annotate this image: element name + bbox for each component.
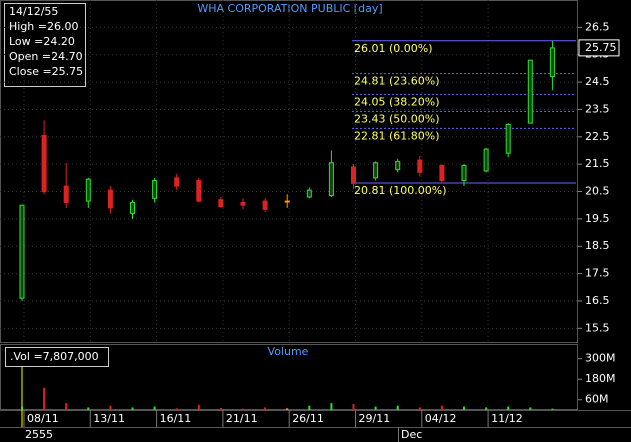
volume-bar [219,407,222,410]
candle-body [505,123,511,154]
candle-body [130,201,135,214]
volume-bar [396,405,399,410]
y-tick-label: 60M [585,393,609,406]
volume-title: Volume [268,345,309,358]
last-price-label: 25.75 [585,41,617,54]
chart-title: WHA CORPORATION PUBLIC [day] [197,2,382,15]
fib-label: 24.05 (38.20%) [354,95,440,108]
volume-bar [131,407,134,410]
x-tick-label: 26/11 [292,412,324,425]
x-tick-label: 16/11 [160,412,192,425]
y-tick-label: 18.5 [585,239,610,252]
y-tick-label: 16.5 [585,294,610,307]
price-panel [0,0,578,343]
x-tick-label: 29/11 [359,412,391,425]
candle-body [417,159,423,173]
volume-bar [87,407,90,410]
y-tick-label: 24.5 [585,75,610,88]
x-tick-label: 13/11 [93,412,125,425]
y-tick-label: 15.5 [585,321,610,334]
fib-label: 20.81 (100.00%) [354,184,447,197]
volume-bar [418,407,421,410]
info-text: Close =25.75 [9,65,83,78]
fib-label: 26.01 (0.00%) [354,42,433,55]
candle-body [240,201,246,206]
candle-body [461,165,467,182]
candle-body [262,200,268,210]
volume-bar [507,406,510,410]
volume-bar [352,404,355,410]
volume-bar [286,408,289,410]
candle-body [373,162,379,179]
candle-body [107,189,113,209]
fib-label: 23.43 (50.00%) [354,112,440,125]
y-tick-label: 20.5 [585,185,610,198]
x-tick-label: 21/11 [226,412,258,425]
volume-bar [43,387,46,410]
volume-panel [0,344,578,410]
x-tick-label: 04/12 [425,412,457,425]
volume-bar [330,403,333,410]
candle-body [439,165,445,182]
candle-body [284,200,290,203]
volume-bar [264,407,267,410]
fib-label: 24.81 (23.60%) [354,75,440,88]
y-tick-label: 300M [585,352,616,365]
x-tick-label: 08/11 [27,412,59,425]
candle-body [152,180,158,199]
candle-body [85,178,91,202]
volume-bar [109,405,112,410]
y-tick-label: 23.5 [585,102,610,115]
year-label: 2555 [25,428,53,441]
last-price-box [578,39,620,57]
volume-bar [175,408,178,410]
y-tick-label: 180M [585,372,616,385]
volume-bar [197,404,200,410]
y-tick-label: 17.5 [585,267,610,280]
candle-body [19,204,25,299]
volume-bar [242,408,244,410]
volume-bar [551,408,554,410]
info-text: Low =24.20 [9,35,75,48]
volume-label: .Vol =7,807,000 [10,350,99,363]
y-tick-label: 22.5 [585,130,610,143]
info-box [4,3,86,87]
candle-body [63,185,69,203]
info-text: High =26.00 [9,20,79,33]
month-label: Dec [401,428,422,441]
candle-body [218,199,224,208]
candle-body [351,166,356,184]
volume-bar [463,406,465,410]
candle-body [395,160,401,171]
y-tick-label: 26.5 [585,20,610,33]
x-tick-label: 11/12 [491,412,523,425]
volume-bar [440,405,443,410]
volume-bar [21,406,23,410]
volume-box [5,347,109,367]
candle-body [174,177,180,187]
candle-body [527,59,533,124]
volume-bar [65,403,68,410]
candle-body [196,180,202,202]
candle-body [306,189,312,198]
candle-body [483,148,489,172]
volume-bar [374,406,377,410]
volume-bar [153,406,156,410]
fib-label: 22.81 (61.80%) [354,129,440,142]
candle-body [41,134,47,193]
info-text: Open =24.70 [9,50,83,63]
y-tick-label: 19.5 [585,212,610,225]
volume-bar [308,405,311,410]
y-tick-label: 21.5 [585,157,610,170]
volume-bar [485,407,488,410]
volume-bar [529,407,532,410]
candle-body [328,162,334,197]
candle-body [549,47,555,78]
info-text: 14/12/55 [9,5,58,18]
